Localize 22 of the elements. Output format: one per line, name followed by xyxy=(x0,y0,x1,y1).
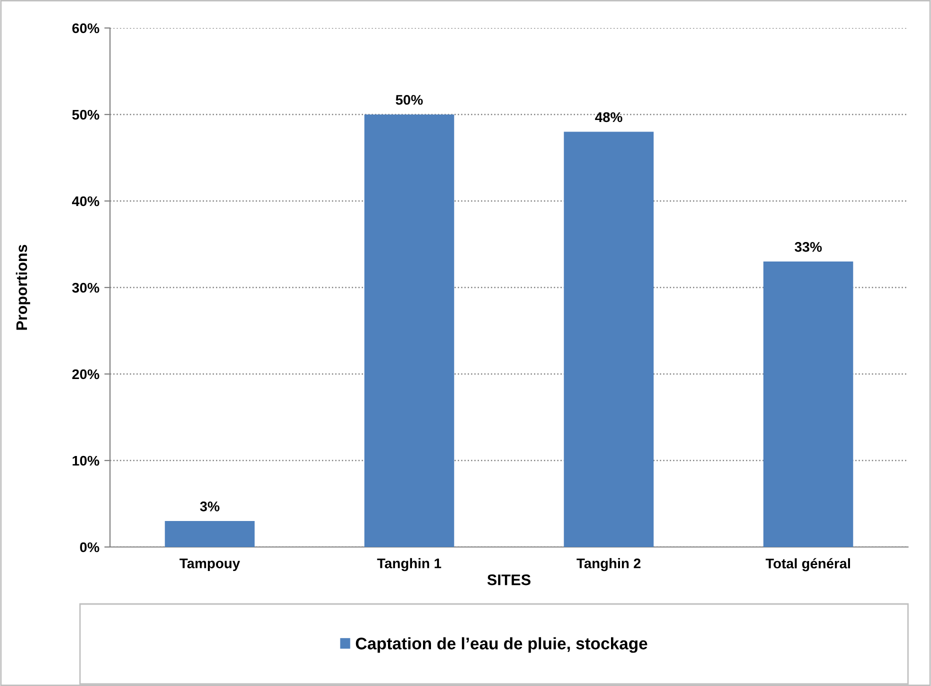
data-label: 3% xyxy=(200,502,220,512)
data-label: 50% xyxy=(396,94,423,105)
x-tick-label: Tanghin 2 xyxy=(576,558,640,572)
y-tick-label: 10% xyxy=(72,456,100,466)
y-tick-label: 40% xyxy=(72,196,100,206)
bar xyxy=(364,114,454,547)
legend-label: Captation de l’eau de pluie, stockage xyxy=(356,637,648,653)
y-axis-title: Proportions xyxy=(16,244,30,330)
y-tick-label: 60% xyxy=(72,23,100,34)
bar xyxy=(564,132,654,547)
x-axis-title: SITES xyxy=(487,574,530,586)
data-label: 48% xyxy=(595,112,622,122)
data-label: 33% xyxy=(794,242,822,252)
y-tick-label: 0% xyxy=(80,542,100,552)
y-tick-label: 30% xyxy=(72,282,100,293)
bar xyxy=(164,521,255,547)
x-tick-label: Total général xyxy=(766,558,850,572)
bar xyxy=(763,262,854,547)
y-tick-label: 20% xyxy=(72,369,100,380)
x-tick-label: Tampouy xyxy=(180,558,240,572)
y-tick-label: 50% xyxy=(72,110,100,120)
x-tick-label: Tanghin 1 xyxy=(377,558,442,572)
